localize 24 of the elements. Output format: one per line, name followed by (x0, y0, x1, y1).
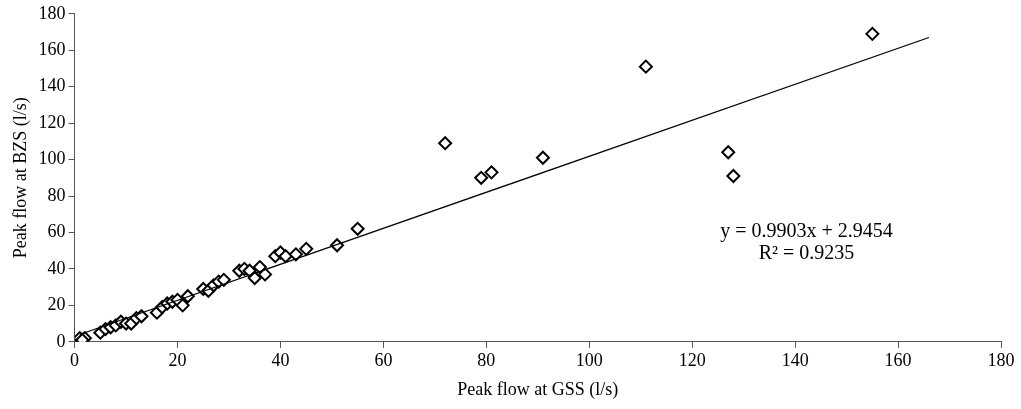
x-tick-label: 100 (575, 350, 603, 371)
x-tick-label: 0 (70, 350, 80, 371)
y-tick-label: 120 (38, 111, 66, 132)
y-tick-label: 160 (38, 38, 66, 59)
x-axis-title: Peak flow at GSS (l/s) (457, 378, 619, 400)
annotation: y = 0.9903x + 2.9454 (720, 219, 893, 243)
x-tick-label: 20 (168, 350, 187, 371)
x-tick-label: 180 (987, 350, 1015, 371)
x-tick-label: 40 (271, 350, 290, 371)
y-tick-label: 40 (47, 257, 66, 278)
x-tick-label: 160 (884, 350, 912, 371)
y-tick-label: 140 (38, 75, 66, 96)
y-tick-label: 0 (56, 330, 66, 351)
y-tick-label: 20 (47, 294, 66, 315)
y-axis-title: Peak flow at BZS (l/s) (9, 97, 31, 259)
x-tick-label: 80 (477, 350, 496, 371)
x-tick-label: 120 (678, 350, 706, 371)
y-tick-label: 80 (47, 184, 66, 205)
y-tick-label: 60 (47, 221, 66, 242)
y-tick-label: 180 (38, 2, 66, 23)
annotation: R² = 0.9235 (758, 241, 855, 264)
x-tick-label: 60 (374, 350, 393, 371)
y-tick-label: 100 (38, 148, 66, 169)
x-tick-label: 140 (781, 350, 809, 371)
